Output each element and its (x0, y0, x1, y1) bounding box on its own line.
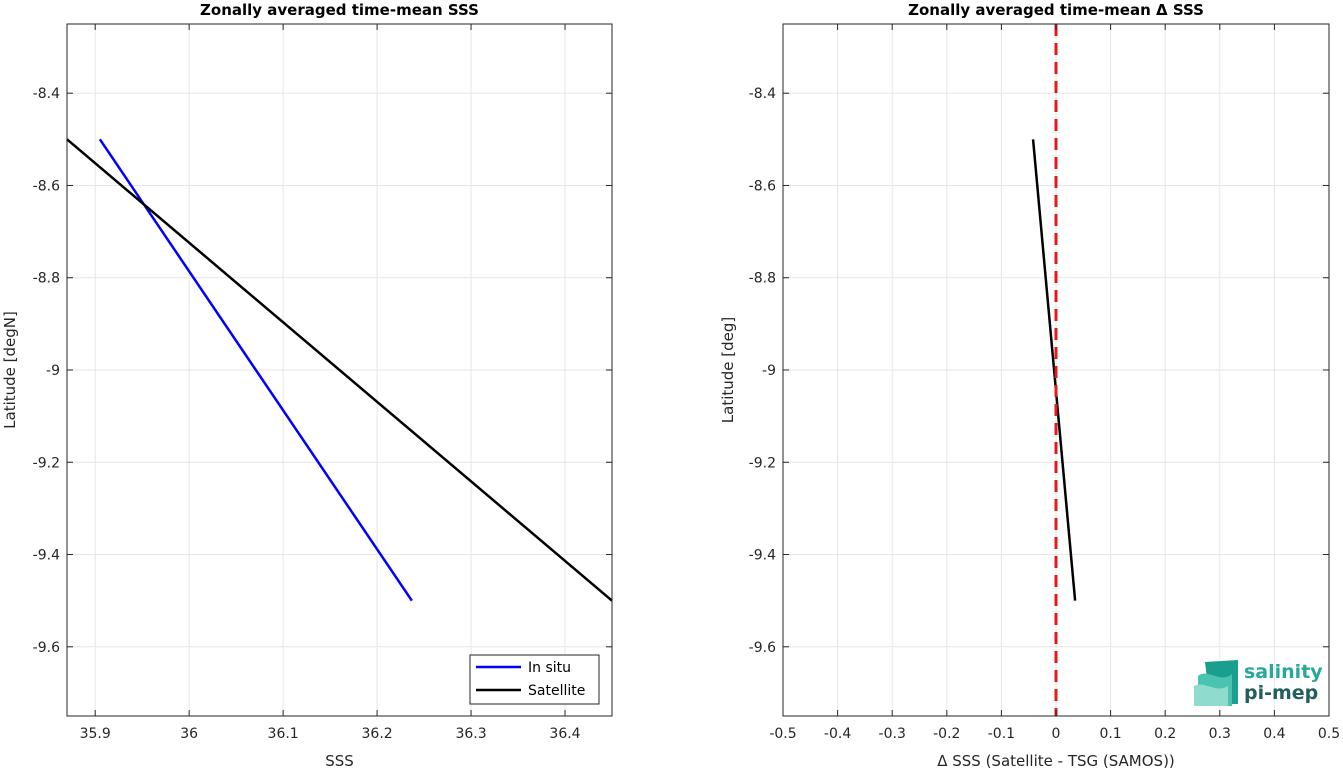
right-series (1031, 24, 1077, 716)
legend-box (469, 654, 600, 705)
left-title: Zonally averaged time-mean SSS (200, 1, 479, 19)
series-line-delta-sss (1031, 139, 1077, 601)
y-tick-label: -9 (46, 363, 60, 379)
x-tick-label: 0.4 (1263, 726, 1285, 742)
x-tick-label: 0.3 (1209, 726, 1231, 742)
y-tick-label: -8.6 (33, 178, 60, 194)
y-tick-label: -8.4 (33, 86, 60, 102)
x-tick-label: 35.9 (80, 726, 111, 742)
x-tick-label: 36.3 (455, 726, 486, 742)
legend: In situ Satellite (469, 654, 600, 705)
x-tick-label: 36.2 (362, 726, 393, 742)
y-tick-label: -9.4 (33, 548, 60, 564)
salinity-pi-mep-logo: salinity pi-mep (1194, 660, 1323, 706)
left-axes: 35.9 36 36.1 36.2 36.3 36.4 -8.4 -8.6 -8.8 -9 -9.2… (1, 1, 613, 769)
y-tick-label: -8.6 (749, 178, 776, 194)
legend-label-satellite: Satellite (528, 683, 585, 699)
y-tick-label: -9.6 (33, 640, 60, 656)
x-tick-label: -0.3 (879, 726, 906, 742)
right-title: Zonally averaged time-mean Δ SSS (908, 1, 1204, 19)
y-tick-label: -9.6 (749, 640, 776, 656)
logo-waves-icon (1194, 660, 1238, 706)
right-ylabel: Latitude [deg] (719, 317, 737, 423)
x-tick-label: 0.1 (1099, 726, 1121, 742)
y-tick-label: -9.2 (749, 455, 776, 471)
x-tick-label: -0.4 (824, 726, 851, 742)
x-tick-label: 36.4 (549, 726, 580, 742)
series-line-satellite (66, 138, 613, 602)
left-xlabel: SSS (325, 752, 354, 769)
left-ylabel: Latitude [degN] (1, 311, 19, 429)
x-tick-label: -0.1 (988, 726, 1015, 742)
x-tick-label: 36 (180, 726, 198, 742)
x-tick-label: 0 (1052, 726, 1061, 742)
y-tick-label: -8.4 (749, 86, 776, 102)
y-tick-label: -9 (762, 363, 776, 379)
legend-label-in-situ: In situ (528, 660, 571, 676)
right-ticks: -0.5 -0.4 -0.3 -0.2 -0.1 0 0.1 0.2 0.3 0.4 0.5 -8.4… (749, 24, 1340, 742)
right-xlabel: Δ SSS (Satellite - TSG (SAMOS)) (937, 752, 1175, 769)
y-tick-label: -8.8 (33, 271, 60, 287)
logo-line1: salinity (1244, 661, 1323, 683)
logo-line2: pi-mep (1244, 682, 1318, 704)
y-tick-label: -8.8 (749, 271, 776, 287)
x-tick-label: 0.2 (1154, 726, 1176, 742)
x-tick-label: -0.2 (933, 726, 960, 742)
y-tick-label: -9.2 (33, 455, 60, 471)
left-ticks: 35.9 36 36.1 36.2 36.3 36.4 -8.4 -8.6 -8.8 -9 -9.2… (33, 24, 612, 742)
left-grid (67, 24, 612, 716)
x-tick-label: 36.1 (268, 726, 299, 742)
right-axes: -0.5 -0.4 -0.3 -0.2 -0.1 0 0.1 0.2 0.3 0.4 0.5 -8.4… (719, 1, 1340, 769)
left-series (66, 138, 613, 602)
series-line-in-situ (98, 138, 413, 602)
y-tick-label: -9.4 (749, 548, 776, 564)
x-tick-label: -0.5 (769, 726, 796, 742)
x-tick-label: 0.5 (1318, 726, 1340, 742)
